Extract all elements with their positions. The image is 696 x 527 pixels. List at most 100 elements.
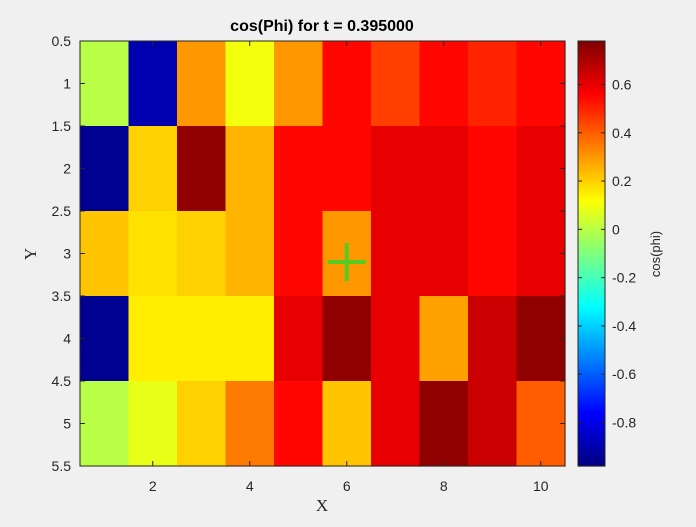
colorbar-segment [578, 110, 605, 115]
colorbar-segment [578, 84, 605, 89]
colorbar-segment [578, 223, 605, 228]
colorbar-segment [578, 409, 605, 414]
colorbar-segment [578, 64, 605, 69]
y-tick-label: 2 [63, 161, 71, 177]
colorbar-segment [578, 187, 605, 192]
heatmap-cell [371, 296, 421, 382]
y-tick-label: 4.5 [52, 373, 72, 389]
colorbar-segment [578, 436, 605, 441]
colorbar-segment [578, 452, 605, 457]
x-tick-label: 10 [533, 478, 549, 494]
y-tick-label: 2.5 [52, 203, 72, 219]
colorbar-segment [578, 127, 605, 132]
colorbar-segment [578, 319, 605, 324]
colorbar-segment [578, 240, 605, 245]
colorbar-segment [578, 193, 605, 198]
colorbar-segment [578, 260, 605, 265]
colorbar-segment [578, 416, 605, 421]
colorbar-segment [578, 60, 605, 65]
colorbar-segment [578, 399, 605, 404]
colorbar-segment [578, 147, 605, 152]
colorbar-segment [578, 386, 605, 391]
colorbar-segment [578, 163, 605, 168]
y-tick-label: 5 [63, 416, 71, 432]
heatmap-cell [419, 41, 469, 127]
colorbar-tick-label: 0.6 [612, 76, 632, 92]
colorbar-segment [578, 150, 605, 155]
colorbar-segment [578, 190, 605, 195]
heatmap-cell [128, 211, 178, 297]
y-tick-label: 0.5 [52, 33, 72, 49]
heatmap-cell [80, 296, 130, 382]
colorbar-segment [578, 446, 605, 450]
heatmap-cell [371, 41, 421, 127]
colorbar-segment [578, 306, 605, 311]
heatmap-cell [225, 381, 275, 467]
colorbar-segment [578, 253, 605, 258]
colorbar-segment [578, 243, 605, 248]
position-marker [327, 243, 366, 281]
heatmap-cell [177, 211, 227, 297]
colorbar-tick-label: 0.2 [612, 173, 632, 189]
colorbar-frame [577, 40, 606, 467]
colorbar-segment [578, 236, 605, 241]
colorbar-segment [578, 47, 605, 52]
colorbar-segment [578, 280, 605, 284]
x-tick-label: 4 [246, 478, 254, 494]
colorbar-segment [578, 137, 605, 142]
heatmap-cell [419, 296, 469, 382]
colorbar-segment [578, 50, 605, 55]
colorbar-segment [578, 449, 605, 454]
heatmap-cell [128, 41, 178, 127]
colorbar-segment [578, 230, 605, 235]
heatmap-cell [419, 126, 469, 212]
heatmap-cell [225, 126, 275, 212]
colorbar-segment [578, 442, 605, 447]
colorbar-segment [578, 183, 605, 188]
colorbar-segment [578, 276, 605, 281]
colorbar-segment [578, 432, 605, 437]
heatmap-cell [516, 381, 566, 467]
heatmap-cell [80, 211, 130, 297]
colorbar-segment [578, 329, 605, 334]
colorbar-segment [578, 220, 605, 225]
colorbar-segment [578, 323, 605, 328]
heatmap-cell [225, 41, 275, 127]
colorbar-segment [578, 87, 605, 92]
colorbar-segment [578, 170, 605, 175]
heatmap-cell [274, 126, 324, 212]
heatmap-cell [274, 211, 324, 297]
heatmap-cell [468, 296, 518, 382]
colorbar-segment [578, 369, 605, 374]
colorbar-segment [578, 250, 605, 255]
colorbar-segment [578, 283, 605, 288]
heatmap-cell [274, 381, 324, 467]
heatmap-cell [177, 381, 227, 467]
colorbar-segment [578, 376, 605, 381]
colorbar-segment [578, 226, 605, 231]
colorbar-segment [578, 429, 605, 434]
colorbar-segment [578, 316, 605, 321]
colorbar-segment [578, 207, 605, 211]
colorbar-segment [578, 94, 605, 99]
y-tick-label: 1 [63, 76, 71, 92]
heatmap-cell [80, 381, 130, 467]
colorbar-segment [578, 140, 605, 145]
colorbar-segment [578, 439, 605, 444]
heatmap-cell [177, 41, 227, 127]
heatmap-cell [419, 381, 469, 467]
x-axis-label: X [316, 496, 328, 515]
colorbar-segment [578, 339, 605, 344]
x-tick-label: 8 [440, 478, 448, 494]
colorbar-segment [578, 299, 605, 304]
heatmap-cell [80, 41, 130, 127]
colorbar-segment [578, 41, 605, 45]
heatmap-cell [516, 126, 566, 212]
colorbar-segment [578, 157, 605, 162]
colorbar-segment [578, 313, 605, 318]
y-tick-label: 3.5 [52, 288, 72, 304]
colorbar-segment [578, 349, 605, 354]
colorbar-segment [578, 200, 605, 205]
heatmap-cell [468, 211, 518, 297]
heatmap-cell [177, 126, 227, 212]
